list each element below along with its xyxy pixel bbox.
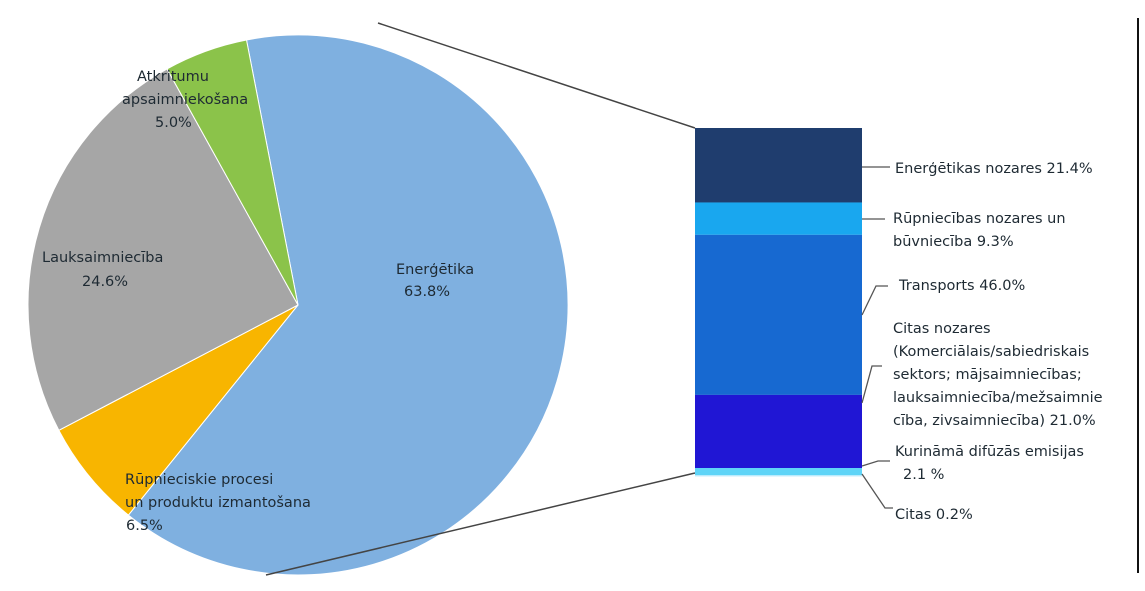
pie-slice-lauksaimnieciba xyxy=(27,68,299,432)
bar-label-citas: Citas 0.2% xyxy=(895,507,973,523)
pie-label-energetika-value: 63.8% xyxy=(404,284,450,300)
pie-slice-rupnieciskie xyxy=(58,304,299,516)
bar-label-energetikas-nozares: Enerģētikas nozares 21.4% xyxy=(895,161,1093,177)
pie-label-lauksaimnieciba: Lauksaimniecība 24.6% xyxy=(42,250,168,290)
bar-label-s5-line1: Citas 0.2% xyxy=(895,507,973,523)
pie-label-rupnieciskie-line1: Rūpnieciskie procesi xyxy=(125,472,273,488)
pie-label-lauksaimnieciba-name: Lauksaimniecība xyxy=(42,250,163,266)
bar-label-s4-line2: 2.1 % xyxy=(903,467,944,483)
bar-label-s0-line1: Enerģētikas nozares 21.4% xyxy=(895,161,1093,177)
bar-segment-energetikas-nozares xyxy=(695,128,862,203)
pie-label-atkritumu-line1: Atkritumu xyxy=(137,69,209,85)
connector-bottom xyxy=(265,472,696,576)
pie-slice-energetika xyxy=(127,34,569,576)
stacked-bar xyxy=(695,128,862,477)
bar-label-s3-line4: lauksaimniecība/mežsaimnie xyxy=(893,390,1103,406)
pie-label-atkritumu-value: 5.0% xyxy=(155,115,192,131)
pie-label-rupnieciskie-line2: un produktu izmantošana xyxy=(125,495,311,511)
bar-label-s2-line1: Transports 46.0% xyxy=(898,278,1025,294)
connector-top xyxy=(377,22,696,129)
bar-segment-transports xyxy=(695,234,862,395)
pie-label-rupnieciskie-value: 6.5% xyxy=(126,518,163,534)
bar-label-s3-line1: Citas nozares xyxy=(893,321,991,337)
bar-segment-citas-nozares xyxy=(695,394,862,468)
bar-label-s3-line2: (Komerciālais/sabiedriskais xyxy=(893,344,1089,360)
bar-segment-kurinama-difuzas xyxy=(695,467,862,476)
bar-segment-citas xyxy=(695,475,862,477)
leader-s3 xyxy=(861,365,882,404)
bar-label-s4-line1: Kurināmā difūzās emisijas xyxy=(895,444,1084,460)
bar-leader-lines xyxy=(861,166,893,509)
leader-s2 xyxy=(861,285,888,316)
bar-label-s3-line5: cība, zivsaimniecība) 21.0% xyxy=(893,413,1096,429)
bar-label-s1-line2: būvniecība 9.3% xyxy=(893,234,1014,250)
pie-slice-atkritumu xyxy=(166,39,299,306)
pie-label-energetika: Enerģētika 63.8% xyxy=(396,262,479,300)
bar-label-s1-line1: Rūpniecības nozares un xyxy=(893,211,1066,227)
pie-label-atkritumu: Atkritumu apsaimniekošana 5.0% xyxy=(122,69,253,131)
bar-label-rupniecibas-nozares: Rūpniecības nozares un būvniecība 9.3% xyxy=(893,211,1070,250)
right-border-line xyxy=(1137,18,1139,573)
pie-to-bar-connectors xyxy=(265,22,696,576)
bar-label-transports: Transports 46.0% xyxy=(898,278,1025,294)
pie-label-rupnieciskie: Rūpnieciskie procesi un produktu izmanto… xyxy=(125,472,316,534)
pie-label-energetika-name: Enerģētika xyxy=(396,262,474,278)
bar-segment-rupniecibas-nozares xyxy=(695,202,862,235)
bar-label-citas-nozares: Citas nozares (Komerciālais/sabiedriskai… xyxy=(893,321,1107,429)
leader-s5 xyxy=(861,473,893,509)
leader-s4 xyxy=(861,460,890,467)
pie-label-atkritumu-line2: apsaimniekošana xyxy=(122,92,248,108)
bar-label-s3-line3: sektors; mājsaimniecības; xyxy=(893,367,1082,383)
pie-label-lauksaimnieciba-value: 24.6% xyxy=(82,274,128,290)
bar-label-kurinama: Kurināmā difūzās emisijas 2.1 % xyxy=(895,444,1089,483)
pie xyxy=(27,34,569,576)
